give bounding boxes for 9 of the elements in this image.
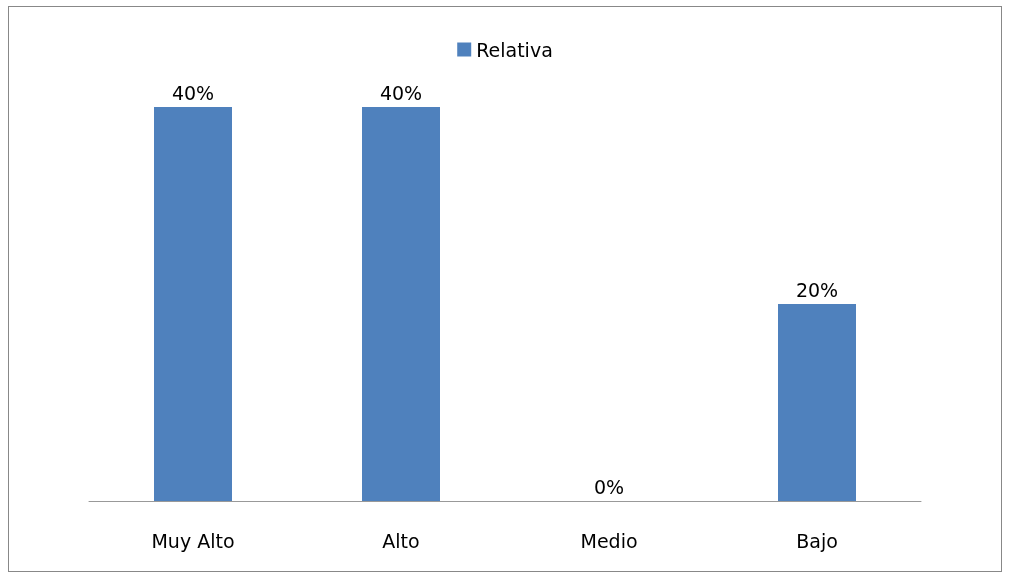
data-label: 20% xyxy=(795,278,839,301)
data-label: 0% xyxy=(593,475,625,498)
x-tick-label: Muy Alto xyxy=(151,529,235,552)
x-tick-label: Medio xyxy=(580,529,638,552)
data-label: 40% xyxy=(171,81,215,104)
data-label: 40% xyxy=(379,81,423,104)
x-tick-label: Alto xyxy=(382,529,420,552)
legend-label: Relativa xyxy=(476,38,553,61)
x-tick-label: Bajo xyxy=(796,529,838,552)
